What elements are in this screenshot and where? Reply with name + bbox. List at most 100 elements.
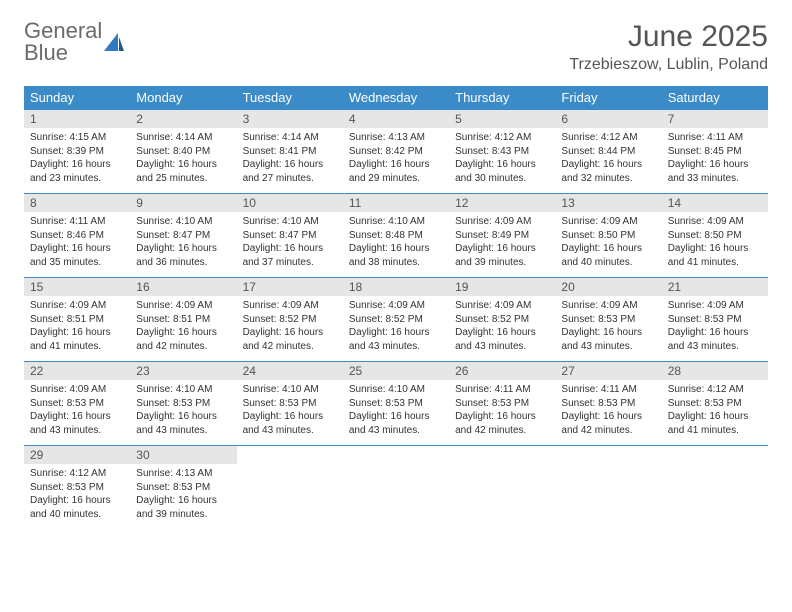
weekday-header: Tuesday <box>237 86 343 110</box>
calendar-cell: 30Sunrise: 4:13 AMSunset: 8:53 PMDayligh… <box>130 446 236 530</box>
calendar-cell: 26 Sunrise: 4:11 AMSunset: 8:53 PMDayligh… <box>449 362 555 446</box>
day-text: Sunrise: 4:11 AMSunset: 8:46 PMDaylight:… <box>24 215 130 269</box>
calendar-cell: 7Sunrise: 4:11 AMSunset: 8:45 PMDaylight… <box>662 110 768 194</box>
calendar-cell: 6 Sunrise: 4:12 AMSunset: 8:44 PMDaylight… <box>555 110 661 194</box>
day-number: 4 <box>343 110 449 128</box>
calendar-cell: 28Sunrise: 4:12 AMSunset: 8:53 PMDayligh… <box>662 362 768 446</box>
calendar-cell: 4 Sunrise: 4:13 AMSunset: 8:42 PMDaylight… <box>343 110 449 194</box>
day-number: 30 <box>130 446 236 464</box>
weekday-header: Wednesday <box>343 86 449 110</box>
calendar-cell: 11 Sunrise: 4:10 AMSunset: 8:48 PMDayligh… <box>343 194 449 278</box>
calendar-cell: 14 Sunrise: 4:09 AMSunset: 8:50 PMDayligh… <box>662 194 768 278</box>
calendar-cell: 12 Sunrise: 4:09 AMSunset: 8:49 PMDayligh… <box>449 194 555 278</box>
calendar-cell: 29 Sunrise: 4:12 AMSunset: 8:53 PMDayligh… <box>24 446 130 530</box>
calendar-cell: 16 Sunrise: 4:09 AMSunset: 8:51 PMDayligh… <box>130 278 236 362</box>
day-text: Sunrise: 4:10 AMSunset: 8:53 PMDaylight:… <box>343 383 449 437</box>
calendar-row: 15Sunrise: 4:09 AMSunset: 8:51 PMDayligh… <box>24 278 768 362</box>
calendar-cell: 19 Sunrise: 4:09 AMSunset: 8:52 PMDayligh… <box>449 278 555 362</box>
day-text: Sunrise: 4:09 AMSunset: 8:53 PMDaylight:… <box>24 383 130 437</box>
calendar-cell: 2Sunrise: 4:14 AMSunset: 8:40 PMDaylight… <box>130 110 236 194</box>
day-text: Sunrise: 4:11 AMSunset: 8:53 PMDaylight:… <box>555 383 661 437</box>
sail-icon <box>104 33 124 51</box>
day-number: 11 <box>343 194 449 212</box>
calendar-cell: 22 Sunrise: 4:09 AMSunset: 8:53 PMDayligh… <box>24 362 130 446</box>
calendar-cell: 3 Sunrise: 4:14 AMSunset: 8:41 PMDaylight… <box>237 110 343 194</box>
day-number: 6 <box>555 110 661 128</box>
calendar-cell: 25 Sunrise: 4:10 AMSunset: 8:53 PMDayligh… <box>343 362 449 446</box>
header: General Blue June 2025 Trzebieszow, Lubl… <box>24 20 768 74</box>
calendar-cell: 1 Sunrise: 4:15 AMSunset: 8:39 PMDaylight… <box>24 110 130 194</box>
day-number: 21 <box>662 278 768 296</box>
day-text: Sunrise: 4:11 AMSunset: 8:45 PMDaylight:… <box>662 131 768 185</box>
day-number: 25 <box>343 362 449 380</box>
calendar-cell: 21 Sunrise: 4:09 AMSunset: 8:53 PMDayligh… <box>662 278 768 362</box>
day-number: 28 <box>662 362 768 380</box>
calendar-cell: 17Sunrise: 4:09 AMSunset: 8:52 PMDayligh… <box>237 278 343 362</box>
calendar-cell: 23Sunrise: 4:10 AMSunset: 8:53 PMDayligh… <box>130 362 236 446</box>
weekday-header: Thursday <box>449 86 555 110</box>
day-number: 20 <box>555 278 661 296</box>
day-text: Sunrise: 4:09 AMSunset: 8:53 PMDaylight:… <box>662 299 768 353</box>
weekday-header: Friday <box>555 86 661 110</box>
day-text: Sunrise: 4:12 AMSunset: 8:43 PMDaylight:… <box>449 131 555 185</box>
day-text: Sunrise: 4:10 AMSunset: 8:53 PMDaylight:… <box>130 383 236 437</box>
day-number: 16 <box>130 278 236 296</box>
calendar-cell: 18 Sunrise: 4:09 AMSunset: 8:52 PMDayligh… <box>343 278 449 362</box>
day-text: Sunrise: 4:12 AMSunset: 8:53 PMDaylight:… <box>24 467 130 521</box>
day-number: 3 <box>237 110 343 128</box>
calendar-cell: 8 Sunrise: 4:11 AMSunset: 8:46 PMDaylight… <box>24 194 130 278</box>
calendar-cell: 27 Sunrise: 4:11 AMSunset: 8:53 PMDayligh… <box>555 362 661 446</box>
day-text: Sunrise: 4:12 AMSunset: 8:44 PMDaylight:… <box>555 131 661 185</box>
logo: General Blue <box>24 20 124 64</box>
day-number: 26 <box>449 362 555 380</box>
day-text: Sunrise: 4:09 AMSunset: 8:52 PMDaylight:… <box>343 299 449 353</box>
calendar-cell <box>343 446 449 530</box>
calendar-cell <box>449 446 555 530</box>
day-text: Sunrise: 4:09 AMSunset: 8:52 PMDaylight:… <box>237 299 343 353</box>
day-text: Sunrise: 4:15 AMSunset: 8:39 PMDaylight:… <box>24 131 130 185</box>
day-text: Sunrise: 4:14 AMSunset: 8:41 PMDaylight:… <box>237 131 343 185</box>
calendar-row: 8 Sunrise: 4:11 AMSunset: 8:46 PMDaylight… <box>24 194 768 278</box>
day-text: Sunrise: 4:09 AMSunset: 8:52 PMDaylight:… <box>449 299 555 353</box>
day-number: 13 <box>555 194 661 212</box>
day-number: 10 <box>237 194 343 212</box>
calendar-body: 1 Sunrise: 4:15 AMSunset: 8:39 PMDaylight… <box>24 110 768 530</box>
day-text: Sunrise: 4:09 AMSunset: 8:51 PMDaylight:… <box>24 299 130 353</box>
day-text: Sunrise: 4:14 AMSunset: 8:40 PMDaylight:… <box>130 131 236 185</box>
day-text: Sunrise: 4:09 AMSunset: 8:50 PMDaylight:… <box>555 215 661 269</box>
weekday-header: Saturday <box>662 86 768 110</box>
day-number: 18 <box>343 278 449 296</box>
day-number: 27 <box>555 362 661 380</box>
calendar-row: 22 Sunrise: 4:09 AMSunset: 8:53 PMDayligh… <box>24 362 768 446</box>
day-number: 14 <box>662 194 768 212</box>
day-text: Sunrise: 4:09 AMSunset: 8:51 PMDaylight:… <box>130 299 236 353</box>
day-text: Sunrise: 4:11 AMSunset: 8:53 PMDaylight:… <box>449 383 555 437</box>
calendar-cell: 15 Sunrise: 4:09 AMSunset: 8:51 PMDayligh… <box>24 278 130 362</box>
weekday-header: Monday <box>130 86 236 110</box>
calendar-cell <box>555 446 661 530</box>
day-text: Sunrise: 4:13 AMSunset: 8:42 PMDaylight:… <box>343 131 449 185</box>
calendar-cell: 20 Sunrise: 4:09 AMSunset: 8:53 PMDayligh… <box>555 278 661 362</box>
calendar-cell: 5Sunrise: 4:12 AMSunset: 8:43 PMDaylight… <box>449 110 555 194</box>
location: Trzebieszow, Lublin, Poland <box>569 56 768 74</box>
day-text: Sunrise: 4:10 AMSunset: 8:47 PMDaylight:… <box>237 215 343 269</box>
day-number: 29 <box>24 446 130 464</box>
day-number: 19 <box>449 278 555 296</box>
day-number: 8 <box>24 194 130 212</box>
calendar-row: 29 Sunrise: 4:12 AMSunset: 8:53 PMDayligh… <box>24 446 768 530</box>
logo-line1: General <box>24 20 102 42</box>
calendar-row: 1 Sunrise: 4:15 AMSunset: 8:39 PMDaylight… <box>24 110 768 194</box>
day-text: Sunrise: 4:09 AMSunset: 8:50 PMDaylight:… <box>662 215 768 269</box>
page-title: June 2025 <box>569 20 768 54</box>
day-text: Sunrise: 4:10 AMSunset: 8:48 PMDaylight:… <box>343 215 449 269</box>
day-number: 1 <box>24 110 130 128</box>
calendar-cell <box>662 446 768 530</box>
day-number: 12 <box>449 194 555 212</box>
day-number: 15 <box>24 278 130 296</box>
day-text: Sunrise: 4:10 AMSunset: 8:47 PMDaylight:… <box>130 215 236 269</box>
day-text: Sunrise: 4:09 AMSunset: 8:53 PMDaylight:… <box>555 299 661 353</box>
day-text: Sunrise: 4:10 AMSunset: 8:53 PMDaylight:… <box>237 383 343 437</box>
day-number: 22 <box>24 362 130 380</box>
title-block: June 2025 Trzebieszow, Lublin, Poland <box>569 20 768 74</box>
day-text: Sunrise: 4:09 AMSunset: 8:49 PMDaylight:… <box>449 215 555 269</box>
